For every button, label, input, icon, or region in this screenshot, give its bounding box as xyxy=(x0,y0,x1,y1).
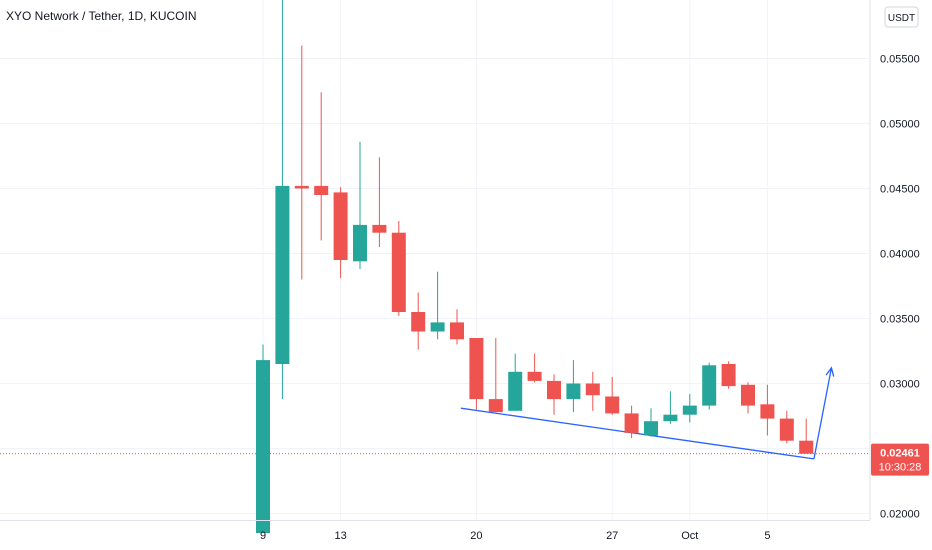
candle-body xyxy=(799,440,814,454)
candle-body xyxy=(605,396,620,414)
currency-badge-box xyxy=(884,6,919,28)
currency-badge[interactable]: USDT xyxy=(884,6,919,28)
candle-body xyxy=(391,232,406,312)
last-price-badge: 0.02461 10:30:28 xyxy=(871,443,929,476)
time-tick-label: 20 xyxy=(470,530,482,542)
candle-body xyxy=(430,322,445,332)
support-trendline xyxy=(460,407,815,460)
candle-body xyxy=(333,192,348,260)
breakout-arrow-head xyxy=(825,366,835,377)
breakout-arrow-line xyxy=(813,367,833,460)
candle-body xyxy=(624,413,639,433)
candle-body xyxy=(721,364,736,387)
currency-label: USDT xyxy=(888,13,915,24)
candle-body xyxy=(488,399,503,413)
candle-body xyxy=(663,414,678,422)
candle-body xyxy=(585,383,600,396)
candle-body xyxy=(566,383,581,400)
candle-body xyxy=(508,371,523,411)
candle-body xyxy=(275,185,290,364)
price-tick-label: 0.04500 xyxy=(880,184,920,196)
candle-body xyxy=(256,360,270,533)
candle-body xyxy=(411,312,426,332)
time-axis[interactable]: 9 13 20 27 Oct 5 xyxy=(260,530,771,542)
time-tick-label: 9 xyxy=(260,530,266,542)
candle-body xyxy=(547,380,561,400)
candle-body xyxy=(644,421,658,436)
time-tick-label: 5 xyxy=(764,530,770,542)
price-tick-label: 0.03500 xyxy=(880,314,920,326)
last-price-value: 0.02461 xyxy=(880,448,920,460)
price-tick-label: 0.04000 xyxy=(880,249,920,261)
candles-layer xyxy=(256,0,814,533)
last-price-box xyxy=(871,443,929,476)
drawing-layer xyxy=(460,366,835,460)
last-price-countdown: 10:30:28 xyxy=(879,462,922,474)
candle-body xyxy=(372,224,387,233)
candle-body xyxy=(760,404,775,419)
time-tick-label: Oct xyxy=(681,530,698,542)
price-tick-label: 0.03000 xyxy=(880,379,920,391)
time-tick-label: 13 xyxy=(334,530,346,542)
grid-lines xyxy=(0,0,870,520)
candle-body xyxy=(353,224,367,262)
candle-body xyxy=(469,338,484,400)
candle-body xyxy=(779,418,794,441)
chart-title: XYO Network / Tether, 1D, KUCOIN xyxy=(6,9,197,23)
time-tick-label: 27 xyxy=(606,530,618,542)
price-tick-label: 0.02000 xyxy=(880,509,920,521)
price-tick-label: 0.05500 xyxy=(880,54,920,66)
candle-body xyxy=(314,185,329,195)
candle-body xyxy=(527,371,542,381)
candle-body xyxy=(682,405,697,415)
candle-body xyxy=(294,185,309,189)
candle-body xyxy=(741,384,755,406)
candle-body xyxy=(702,365,717,406)
price-tick-label: 0.05000 xyxy=(880,119,920,131)
candle-body xyxy=(450,322,464,340)
